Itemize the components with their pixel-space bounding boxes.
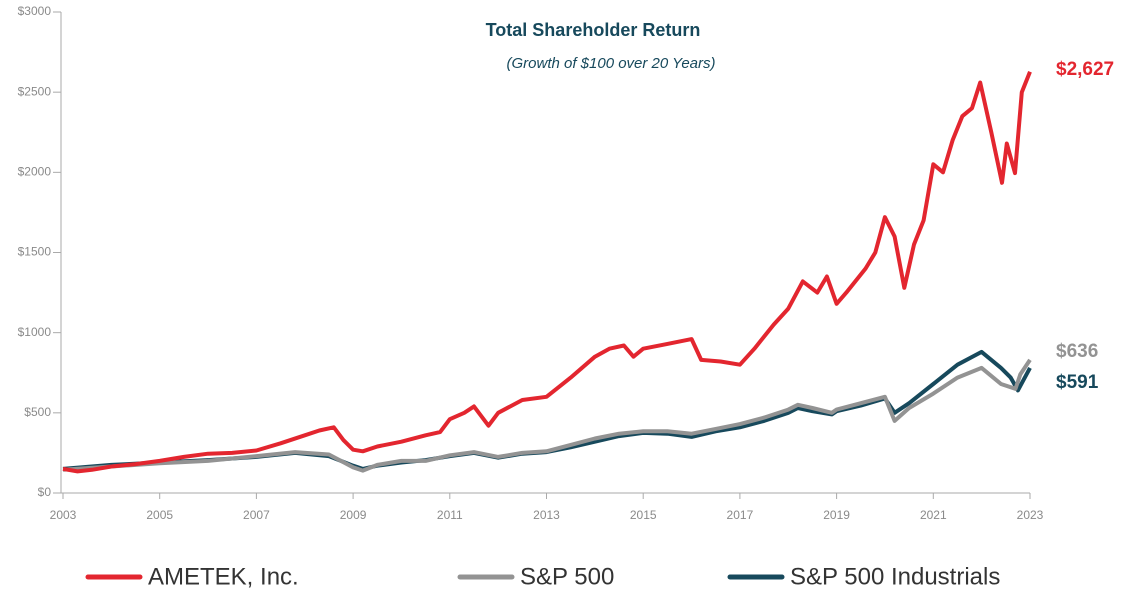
x-tick-label: 2019 <box>823 508 850 522</box>
series-line <box>62 358 1032 473</box>
x-tick-label: 2017 <box>727 508 754 522</box>
legend-label: S&P 500 Industrials <box>790 563 1000 590</box>
x-tick-label: 2011 <box>437 508 463 522</box>
end-label: $2,627 <box>1056 59 1114 80</box>
y-tick-label: $0 <box>38 485 52 499</box>
y-tick-label: $3000 <box>18 4 52 18</box>
y-tick-label: $500 <box>24 405 51 419</box>
y-tick-label: $2500 <box>18 84 52 98</box>
y-tick-label: $1500 <box>18 245 52 259</box>
chart-subtitle: (Growth of $100 over 20 Years) <box>506 55 715 72</box>
x-tick-label: 2003 <box>50 508 77 522</box>
y-tick-label: $2000 <box>18 165 52 179</box>
chart-title: Total Shareholder Return <box>486 20 701 40</box>
x-tick-label: 2015 <box>630 508 657 522</box>
y-tick-label: $1000 <box>18 325 52 339</box>
x-tick-label: 2021 <box>920 508 947 522</box>
end-label: $591 <box>1056 372 1099 393</box>
x-tick-label: 2007 <box>243 508 270 522</box>
legend-label: AMETEK, Inc. <box>148 563 299 590</box>
x-tick-label: 2023 <box>1017 508 1044 522</box>
legend-label: S&P 500 <box>520 563 614 590</box>
x-tick-label: 2013 <box>533 508 560 522</box>
x-tick-label: 2005 <box>146 508 173 522</box>
x-tick-label: 2009 <box>340 508 367 522</box>
end-label: $636 <box>1056 341 1098 362</box>
series-line <box>62 71 1032 474</box>
